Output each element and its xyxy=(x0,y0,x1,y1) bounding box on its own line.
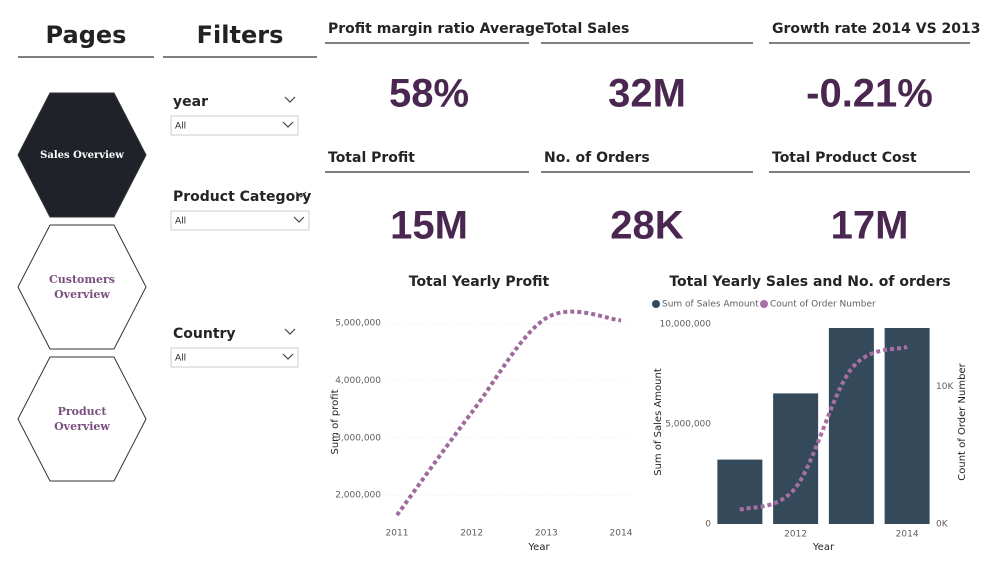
page-button[interactable] xyxy=(17,92,147,218)
filter-label: Country xyxy=(173,326,236,342)
y2-tick-label: 0K xyxy=(936,520,949,530)
x-axis-title: Year xyxy=(527,542,550,553)
y-tick-label: 2,000,000 xyxy=(335,491,381,501)
chart-title: Total Yearly Profit xyxy=(409,274,550,290)
x-tick-label: 2014 xyxy=(610,529,633,539)
chevron-icon xyxy=(284,328,296,335)
y-axis-title: Sum of Sales Amount xyxy=(653,368,664,476)
y-tick-label: 3,000,000 xyxy=(335,433,381,443)
filter-label: year xyxy=(173,94,208,110)
legend-marker xyxy=(760,300,768,308)
y-tick-label: 5,000,000 xyxy=(335,319,381,329)
order-line xyxy=(739,344,908,512)
bar xyxy=(717,459,763,524)
card-value: 32M xyxy=(608,72,686,116)
card-value: 17M xyxy=(831,204,909,248)
x-axis-title: Year xyxy=(812,542,835,553)
y2-tick-label: 10K xyxy=(936,382,954,392)
x-tick-label: 2011 xyxy=(386,529,409,539)
y2-axis-title: Count of Order Number xyxy=(957,362,968,480)
bar xyxy=(828,328,874,524)
filter-label: Product Category xyxy=(173,189,311,205)
page-label-box: Customers Overview xyxy=(49,273,115,301)
card-title: No. of Orders xyxy=(544,150,650,166)
card-title: Total Product Cost xyxy=(772,150,917,166)
y-tick-label: 0 xyxy=(705,520,711,530)
page-label[interactable]: Product Overview xyxy=(54,405,110,433)
legend-label: Count of Order Number xyxy=(770,300,876,310)
card-title: Growth rate 2014 VS 2013 xyxy=(772,21,981,37)
card-value: 28K xyxy=(610,204,683,248)
filters-title: Filters xyxy=(197,21,284,49)
page-button[interactable] xyxy=(17,224,147,350)
filter-value: All xyxy=(175,217,186,227)
chevron-icon xyxy=(295,191,307,198)
x-tick-label: 2014 xyxy=(896,530,919,540)
pages-title: Pages xyxy=(46,21,127,49)
card-value: 58% xyxy=(389,72,469,116)
chevron-icon xyxy=(284,96,296,103)
chart-title: Total Yearly Sales and No. of orders xyxy=(669,274,950,290)
profit-line xyxy=(395,309,622,517)
page-label-box: Sales Overview xyxy=(40,149,124,161)
filter-dropdown[interactable] xyxy=(170,347,299,368)
y-tick-label: 4,000,000 xyxy=(335,376,381,386)
bar xyxy=(773,393,819,524)
filter-dropdown[interactable] xyxy=(170,210,310,231)
page-label[interactable]: Customers Overview xyxy=(49,273,115,301)
y-axis-title: Sum of profit xyxy=(330,389,341,454)
filter-value: All xyxy=(175,122,186,132)
card-title: Total Profit xyxy=(328,150,415,166)
page-label-box: Product Overview xyxy=(54,405,110,433)
filter-dropdown[interactable] xyxy=(170,115,299,136)
card-title: Total Sales xyxy=(544,21,629,37)
legend-label: Sum of Sales Amount xyxy=(662,300,759,310)
bar xyxy=(884,328,930,524)
chevron-icon xyxy=(282,353,294,360)
y-tick-label: 10,000,000 xyxy=(659,320,711,330)
x-tick-label: 2012 xyxy=(460,529,483,539)
chevron-icon xyxy=(293,216,305,223)
page-button[interactable] xyxy=(17,356,147,482)
page-label[interactable]: Sales Overview xyxy=(40,149,124,161)
card-title: Profit margin ratio Average xyxy=(328,21,545,37)
card-value: 15M xyxy=(390,204,468,248)
x-tick-label: 2013 xyxy=(535,529,558,539)
chevron-icon xyxy=(282,121,294,128)
y-tick-label: 5,000,000 xyxy=(665,420,711,430)
card-value: -0.21% xyxy=(806,72,933,116)
legend-marker xyxy=(652,300,660,308)
filter-value: All xyxy=(175,354,186,364)
x-tick-label: 2012 xyxy=(784,530,807,540)
